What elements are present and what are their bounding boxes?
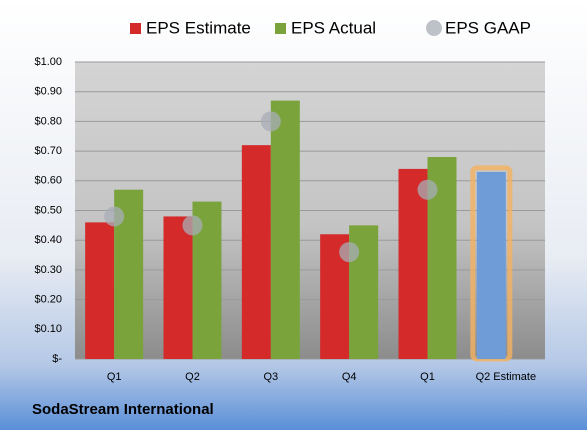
x-tick-label: Q1 bbox=[420, 371, 435, 383]
x-tick-label: Q1 bbox=[107, 371, 122, 383]
footer: SodaStream International bbox=[32, 401, 214, 418]
y-tick-label: $0.90 bbox=[34, 86, 62, 98]
gaap-marker bbox=[104, 206, 125, 227]
legend-marker bbox=[130, 23, 141, 34]
legend-label: EPS Actual bbox=[291, 18, 376, 37]
legend-marker bbox=[426, 20, 442, 36]
bar bbox=[163, 216, 193, 359]
x-tick-label: Q4 bbox=[342, 371, 357, 383]
gaap-marker bbox=[182, 215, 203, 236]
legend-marker bbox=[275, 23, 286, 34]
y-tick-label: $0.50 bbox=[34, 204, 62, 216]
bar bbox=[85, 222, 115, 359]
y-tick-label: $0.20 bbox=[34, 294, 62, 306]
bar bbox=[241, 145, 271, 359]
x-tick-label: Q3 bbox=[263, 371, 278, 383]
y-tick-label: $0.80 bbox=[34, 115, 62, 127]
gaap-marker bbox=[339, 242, 360, 263]
y-tick-label: $0.30 bbox=[34, 264, 62, 276]
gaap-marker bbox=[260, 111, 281, 132]
y-tick-label: $1.00 bbox=[34, 56, 62, 68]
y-tick-label: $0.70 bbox=[34, 145, 62, 157]
y-tick-label: $0.60 bbox=[34, 175, 62, 187]
bar bbox=[476, 171, 506, 359]
gaap-marker bbox=[417, 179, 438, 200]
x-tick-label: Q2 Estimate bbox=[476, 371, 537, 383]
y-tick-label: $- bbox=[52, 353, 62, 365]
bar bbox=[398, 168, 428, 359]
legend-label: EPS Estimate bbox=[146, 18, 251, 37]
y-tick-label: $0.40 bbox=[34, 234, 62, 246]
bar bbox=[270, 100, 300, 360]
legend-label: EPS GAAP bbox=[445, 18, 531, 37]
y-tick-label: $0.10 bbox=[34, 323, 62, 335]
x-tick-label: Q2 bbox=[185, 371, 200, 383]
